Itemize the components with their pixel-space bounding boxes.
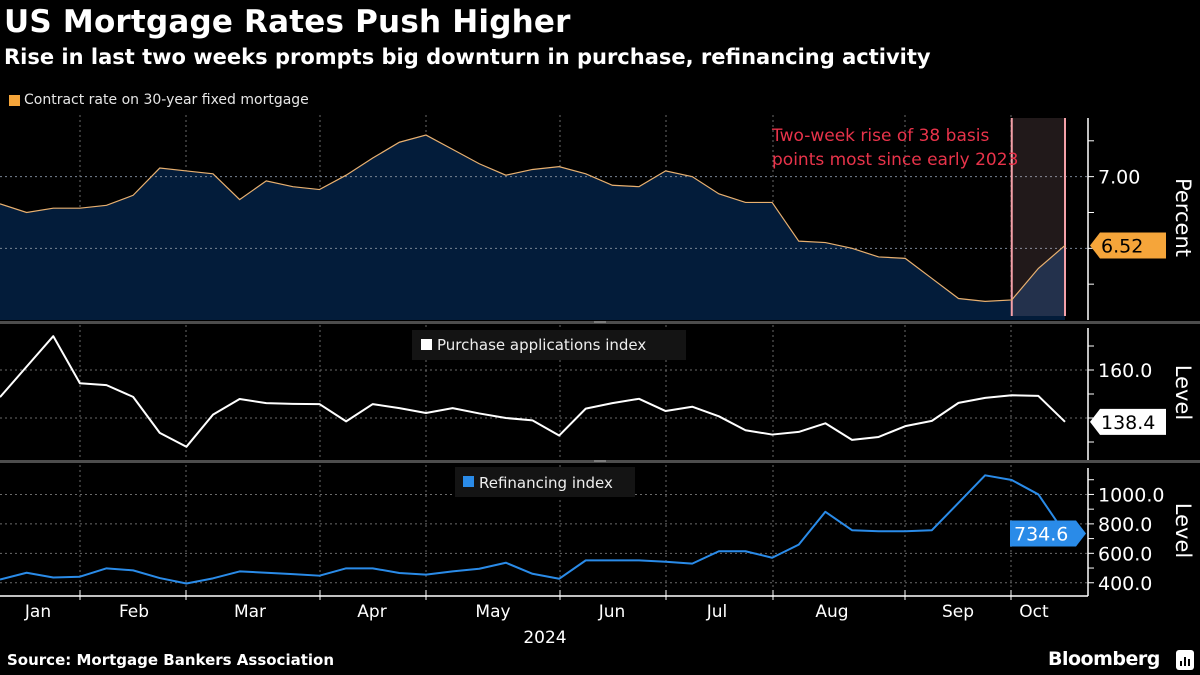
- legend-purchase: Purchase applications index: [412, 330, 686, 360]
- badge-value: 6.52: [1101, 235, 1143, 257]
- badge-background: [1090, 408, 1166, 435]
- x-tick-label: Jan: [24, 602, 51, 622]
- legend-refi: Refinancing index: [455, 467, 635, 497]
- legend-label-refi: Refinancing index: [479, 474, 613, 492]
- legend-background: [412, 330, 686, 360]
- badge-background: [1010, 520, 1086, 547]
- legend-label-rate: Contract rate on 30-year fixed mortgage: [24, 92, 309, 108]
- y-tick-label: 600.0: [1098, 543, 1152, 565]
- source-note: Source: Mortgage Bankers Association: [7, 651, 335, 669]
- annotation-text: points most since early 2023: [772, 150, 1018, 170]
- legend-swatch-purchase: [421, 339, 432, 350]
- last-value-badge: 734.6: [1010, 520, 1086, 547]
- y-tick-label: 1000.0: [1098, 484, 1164, 506]
- y-axis-title: Level: [1171, 365, 1195, 420]
- y-tick-label: 800.0: [1098, 514, 1152, 536]
- legend-swatch-rate: [9, 94, 20, 106]
- x-tick-label: Apr: [357, 602, 386, 622]
- x-tick-label: Oct: [1019, 602, 1049, 622]
- x-axis-year-label: 2024: [523, 628, 566, 648]
- badge-value: 138.4: [1101, 412, 1155, 434]
- last-value-badge: 6.52: [1090, 232, 1166, 259]
- last-value-badge: 138.4: [1090, 408, 1166, 435]
- x-tick-label: Jul: [706, 602, 728, 622]
- legend-label-purchase: Purchase applications index: [437, 336, 646, 354]
- x-tick-label: Jun: [598, 602, 626, 622]
- chart-subtitle: Rise in last two weeks prompts big downt…: [4, 45, 931, 69]
- legend-rate: Contract rate on 30-year fixed mortgage: [9, 92, 309, 108]
- legend-swatch-refi: [463, 476, 474, 487]
- legend-background: [455, 467, 635, 497]
- x-tick-label: Feb: [119, 602, 149, 622]
- x-tick-label: May: [475, 602, 510, 622]
- badge-background: [1090, 232, 1166, 259]
- badge-value: 734.6: [1014, 524, 1068, 546]
- x-tick-label: Aug: [815, 602, 848, 622]
- highlight-band: [1011, 118, 1065, 316]
- y-axis-title: Percent: [1171, 178, 1195, 257]
- x-tick-label: Sep: [942, 602, 974, 622]
- y-tick-label: 160.0: [1098, 360, 1152, 382]
- y-axis-title: Level: [1171, 503, 1195, 558]
- annotation-text: Two-week rise of 38 basis: [771, 126, 989, 146]
- bloomberg-terminal-icon: [1176, 650, 1194, 670]
- y-tick-label: 7.00: [1098, 167, 1140, 189]
- y-tick-label: 400.0: [1098, 573, 1152, 595]
- bloomberg-logo: Bloomberg: [1048, 648, 1160, 670]
- x-tick-label: Mar: [234, 602, 266, 622]
- chart-title: US Mortgage Rates Push Higher: [4, 4, 571, 40]
